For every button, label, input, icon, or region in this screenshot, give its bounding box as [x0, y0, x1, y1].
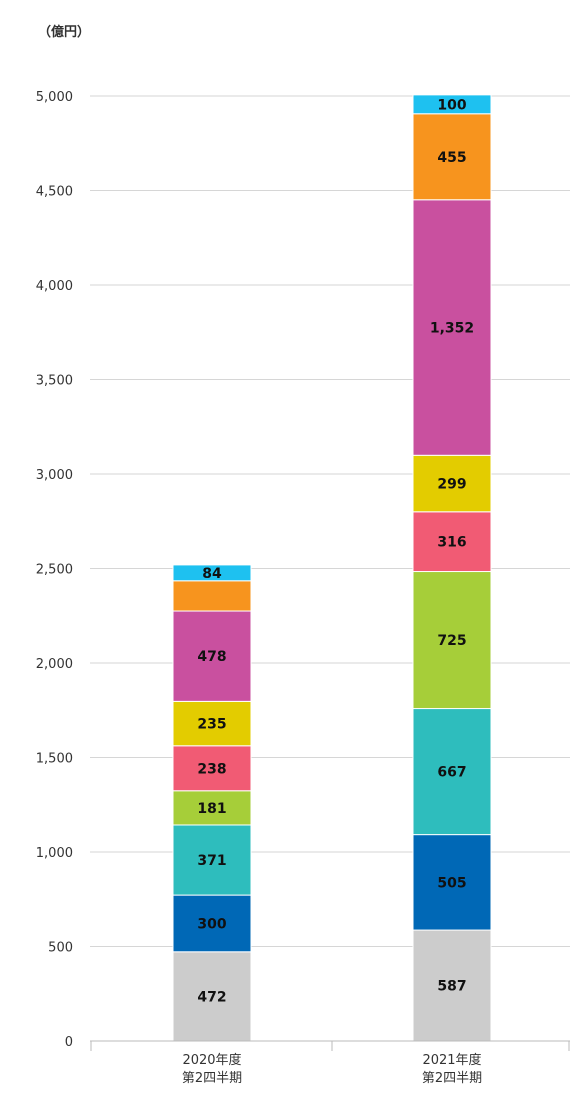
bar-segment	[172, 610, 252, 702]
bar-segment	[412, 834, 492, 931]
data-label: 300	[197, 916, 226, 932]
y-tick-label: 4,500	[36, 185, 73, 200]
gridlines	[90, 95, 570, 947]
bar-stack: 587 505 667 725 316 299 1,352 455 100	[412, 94, 492, 1042]
data-label: 455	[437, 150, 466, 166]
data-label: 299	[437, 477, 466, 493]
y-tick-label: 5,000	[36, 90, 73, 105]
bar-segment	[412, 454, 492, 513]
y-tick-label: 1,000	[36, 846, 73, 861]
data-label: 505	[437, 875, 466, 891]
data-label: 181	[197, 801, 226, 817]
y-tick-label: 4,000	[36, 279, 73, 294]
data-label: 587	[437, 979, 466, 995]
bar-segment	[172, 700, 252, 747]
bar-segment	[412, 929, 492, 1042]
x-tick-label: 2021年度	[422, 1052, 481, 1068]
bar-segment	[172, 580, 252, 612]
y-tick-label: 0	[65, 1035, 73, 1050]
bar-segment	[412, 94, 492, 115]
bar-segment	[412, 113, 492, 201]
y-tick-label: 3,000	[36, 468, 73, 483]
data-label: 316	[437, 535, 466, 551]
data-label: 238	[197, 761, 226, 777]
y-axis-ticks: 0 500 1,000 1,500 2,000 2,500 3,000 3,500 4,000 4…	[36, 90, 73, 1050]
x-tick-label: 第2四半期	[422, 1071, 482, 1086]
y-tick-label: 1,500	[36, 752, 73, 767]
bar-segment	[412, 511, 492, 573]
bar-stack: 472 300 371 181 238 235 478 84	[172, 564, 252, 1042]
data-label: 84	[202, 566, 222, 582]
bar-segment	[172, 894, 252, 953]
x-tick-label: 第2四半期	[182, 1071, 242, 1086]
y-tick-label: 2,000	[36, 657, 73, 672]
data-label: 667	[437, 765, 466, 781]
bar-segment	[172, 745, 252, 792]
x-tick-label: 2020年度	[182, 1052, 241, 1068]
data-label: 478	[197, 649, 226, 665]
y-tick-label: 2,500	[36, 563, 73, 578]
bar-segment	[172, 564, 252, 582]
bar-segment	[412, 199, 492, 456]
data-label: 472	[197, 989, 226, 1005]
bar-segment	[172, 824, 252, 896]
bars: 472 300 371 181 238 235 478 84 587 505 667 725 316 29…	[172, 94, 492, 1042]
data-label: 371	[197, 853, 226, 869]
data-label: 1,352	[430, 321, 474, 337]
data-label: 725	[437, 633, 466, 649]
y-tick-label: 500	[48, 941, 73, 956]
y-tick-label: 3,500	[36, 374, 73, 389]
data-label: 235	[197, 717, 226, 733]
bar-segment	[172, 790, 252, 826]
data-label: 100	[437, 97, 466, 113]
y-axis-unit-label: （億円）	[38, 24, 90, 40]
bar-segment	[412, 708, 492, 836]
